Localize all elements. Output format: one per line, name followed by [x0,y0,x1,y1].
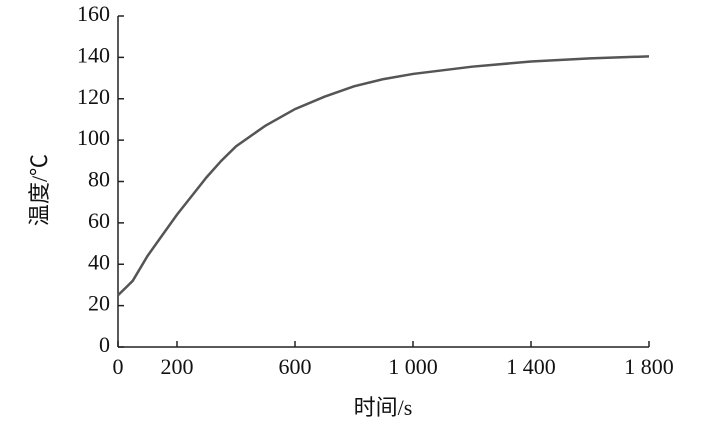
y-tick-label: 20 [88,291,110,316]
x-tick-label: 600 [279,354,312,379]
y-tick-label: 120 [77,84,110,109]
y-tick-label: 160 [77,1,110,26]
y-tick-label: 0 [99,332,110,357]
x-axis-label: 时间/s [354,395,413,420]
y-tick-label: 80 [88,167,110,192]
x-tick-label: 200 [161,354,194,379]
x-tick-label: 0 [113,354,124,379]
y-tick-label: 140 [77,42,110,67]
x-tick-label: 1 400 [506,354,556,379]
x-tick-label: 1 800 [624,354,674,379]
x-tick-label: 1 000 [388,354,438,379]
y-tick-label: 40 [88,249,110,274]
line [117,55,650,297]
y-axis-label: 温度/℃ [27,154,52,226]
y-tick-label: 100 [77,125,110,150]
y-tick-label: 60 [88,208,110,233]
